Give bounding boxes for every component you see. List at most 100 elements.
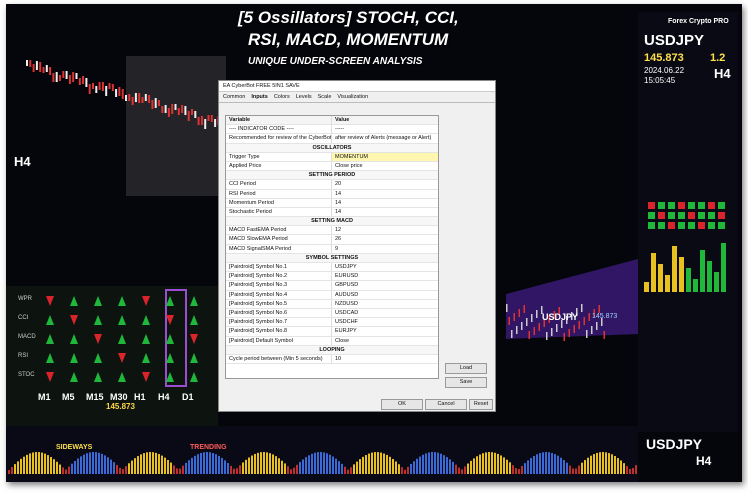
tab[interactable]: Visualization bbox=[337, 94, 369, 100]
decoration bbox=[678, 202, 685, 209]
decoration bbox=[383, 453, 385, 474]
decoration bbox=[718, 202, 725, 209]
decoration bbox=[56, 461, 58, 474]
decoration bbox=[578, 321, 580, 329]
decoration bbox=[23, 456, 25, 474]
decoration bbox=[32, 64, 35, 72]
decoration bbox=[380, 452, 382, 474]
setting-value: Close price bbox=[331, 161, 438, 171]
decoration bbox=[245, 459, 247, 474]
decoration bbox=[620, 460, 622, 474]
section-label: OSCILLATORS bbox=[312, 144, 352, 151]
decoration bbox=[98, 82, 101, 90]
decoration bbox=[651, 253, 656, 292]
decoration bbox=[561, 320, 563, 328]
decoration bbox=[299, 462, 301, 474]
decoration bbox=[131, 97, 134, 105]
decoration bbox=[166, 296, 174, 306]
decoration bbox=[422, 454, 424, 474]
decoration bbox=[62, 71, 65, 78]
decoration bbox=[92, 452, 94, 474]
decoration bbox=[207, 115, 210, 121]
ok-button[interactable]: OK bbox=[381, 399, 423, 410]
decoration bbox=[590, 455, 592, 474]
decoration bbox=[167, 108, 170, 117]
decoration bbox=[569, 465, 571, 474]
decoration bbox=[560, 457, 562, 474]
decoration bbox=[85, 78, 88, 87]
decoration bbox=[536, 454, 538, 474]
tab[interactable]: Inputs bbox=[251, 94, 268, 100]
decoration bbox=[210, 115, 213, 122]
decoration bbox=[473, 458, 475, 474]
tab[interactable]: Scale bbox=[317, 94, 332, 100]
decoration bbox=[118, 353, 126, 363]
decoration bbox=[558, 307, 560, 315]
decoration bbox=[527, 460, 529, 474]
decoration bbox=[77, 458, 79, 474]
decoration bbox=[290, 469, 292, 474]
decoration bbox=[591, 326, 593, 334]
section-row: OSCILLATORS bbox=[226, 143, 438, 153]
timeframe-label: M1 bbox=[38, 392, 51, 402]
decoration bbox=[190, 296, 198, 306]
decoration bbox=[137, 456, 139, 474]
decoration bbox=[356, 461, 358, 474]
decoration bbox=[509, 462, 511, 474]
title-line2: RSI, MACD, MOMENTUM bbox=[248, 30, 449, 49]
setting-value: USDCHF bbox=[331, 318, 438, 327]
setting-value: 12 bbox=[331, 226, 438, 235]
decoration bbox=[188, 460, 190, 474]
setting-name: [Pairdroid] Symbol No.1 bbox=[229, 264, 288, 270]
decoration bbox=[395, 461, 397, 474]
decoration bbox=[8, 470, 10, 474]
decoration bbox=[20, 458, 22, 474]
decoration bbox=[125, 95, 127, 101]
decoration bbox=[72, 72, 75, 82]
decoration bbox=[203, 452, 205, 474]
setting-value: 20 bbox=[331, 180, 438, 189]
load-button[interactable]: Load bbox=[445, 363, 487, 374]
decoration bbox=[11, 467, 13, 474]
decoration bbox=[563, 333, 565, 341]
decoration bbox=[65, 469, 67, 474]
tab[interactable]: Levels bbox=[295, 94, 312, 100]
decoration bbox=[603, 331, 605, 339]
decoration bbox=[227, 462, 229, 474]
section-label: SYMBOL SETTINGS bbox=[305, 254, 359, 261]
decoration bbox=[151, 100, 154, 109]
decoration bbox=[461, 469, 463, 474]
decoration bbox=[125, 466, 127, 474]
oscillator-label: STOC bbox=[18, 372, 35, 378]
decoration bbox=[443, 455, 445, 474]
decoration bbox=[648, 222, 655, 229]
tab[interactable]: Common bbox=[223, 94, 246, 100]
cancel-button[interactable]: Cancel bbox=[425, 399, 467, 410]
setting-name: Stochastic Period bbox=[229, 208, 272, 215]
decoration bbox=[398, 464, 400, 474]
decoration bbox=[115, 89, 118, 97]
decoration bbox=[287, 466, 289, 474]
save-button[interactable]: Save bbox=[445, 377, 487, 388]
decoration bbox=[392, 458, 394, 474]
decoration bbox=[601, 318, 603, 326]
decoration bbox=[320, 452, 322, 474]
reset-button[interactable]: Reset bbox=[469, 399, 493, 410]
decoration bbox=[94, 353, 102, 363]
decoration bbox=[197, 117, 200, 125]
decoration bbox=[41, 452, 43, 474]
section-label: LOOPING bbox=[319, 346, 345, 353]
decoration bbox=[278, 458, 280, 474]
tab[interactable]: Colors bbox=[273, 94, 290, 100]
decoration bbox=[197, 454, 199, 474]
decoration bbox=[122, 469, 124, 474]
decoration bbox=[161, 106, 164, 113]
decoration bbox=[179, 468, 181, 474]
decoration bbox=[305, 457, 307, 474]
setting-value: MOMENTUM bbox=[331, 152, 438, 161]
decoration bbox=[214, 119, 217, 127]
decoration bbox=[658, 264, 663, 292]
decoration bbox=[503, 457, 505, 474]
decoration bbox=[629, 468, 631, 474]
